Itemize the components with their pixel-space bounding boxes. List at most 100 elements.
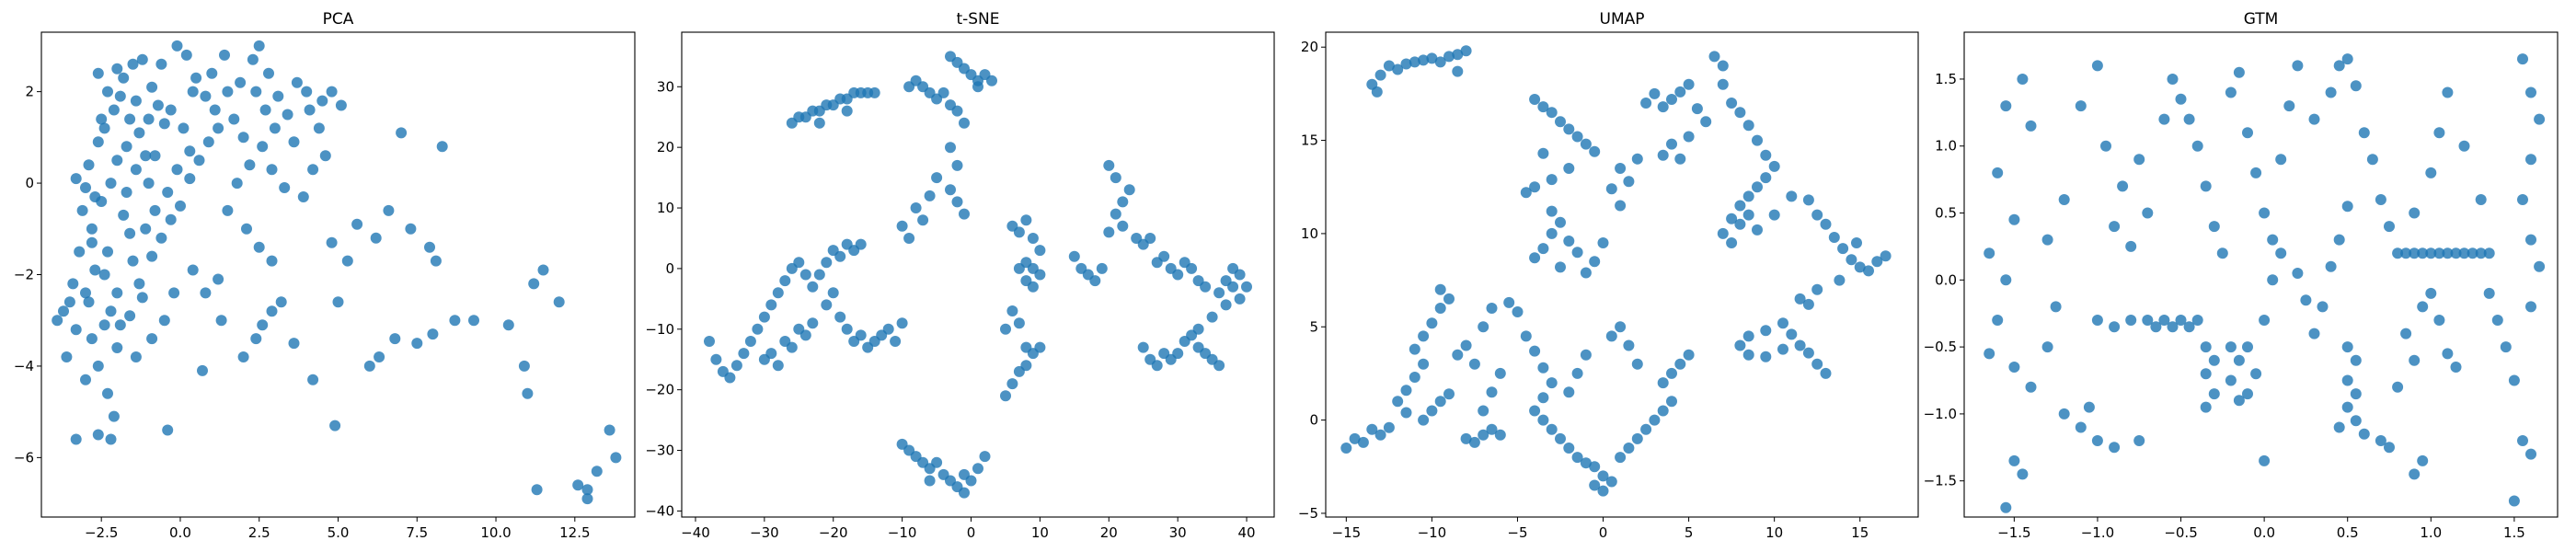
data-point [937, 86, 949, 98]
data-point [2525, 301, 2536, 313]
data-point [704, 336, 715, 347]
chart-title: GTM [2244, 10, 2279, 29]
data-point [1726, 98, 1738, 109]
data-point [2233, 354, 2245, 366]
data-point [1734, 339, 1746, 351]
data-point [553, 296, 565, 308]
data-point [155, 58, 167, 70]
data-point [1992, 315, 2004, 326]
data-point [951, 196, 963, 208]
data-point [114, 90, 126, 102]
y-tick-label: −10 [645, 321, 674, 338]
data-point [332, 296, 344, 308]
data-point [1418, 54, 1430, 66]
data-point [389, 333, 401, 345]
data-point [1623, 176, 1635, 188]
data-point [2333, 421, 2345, 433]
x-tick-label: −30 [750, 524, 779, 541]
data-point [1683, 78, 1695, 90]
data-point [1452, 49, 1464, 61]
data-point [2525, 154, 2536, 166]
data-point [2075, 100, 2087, 112]
data-point [1537, 101, 1549, 113]
data-point [2017, 468, 2029, 480]
data-point [2008, 213, 2020, 225]
x-tick-label: 7.5 [406, 524, 428, 541]
data-point [1006, 378, 1018, 390]
data-point [1486, 386, 1498, 398]
data-point [1597, 470, 1609, 482]
x-tick-label: −15 [1332, 524, 1362, 541]
data-point [1103, 159, 1115, 171]
y-tick-label: 10 [1301, 225, 1318, 242]
data-point [1752, 181, 1763, 193]
data-point [2250, 167, 2262, 178]
data-point [1734, 218, 1746, 230]
data-point [92, 429, 104, 441]
data-point [133, 127, 145, 139]
data-point [1657, 377, 1669, 389]
data-point [2167, 321, 2179, 333]
data-point [2100, 140, 2111, 152]
data-point [1589, 461, 1601, 473]
data-point [2425, 247, 2437, 259]
data-point [136, 53, 148, 65]
data-point [917, 214, 929, 226]
data-point [200, 90, 212, 102]
scatter-points [1984, 53, 2546, 513]
x-tick-label: 0 [967, 524, 976, 541]
data-point [1580, 138, 1592, 150]
data-point [1234, 293, 1246, 305]
data-point [130, 351, 142, 362]
data-point [1837, 243, 1849, 255]
y-tick-label: −1.5 [1924, 473, 1957, 489]
data-point [1674, 153, 1686, 165]
data-point [2458, 247, 2470, 259]
data-point [1374, 429, 1386, 441]
data-point [972, 463, 983, 475]
data-point [1717, 60, 1729, 72]
data-point [807, 281, 819, 293]
data-point [2300, 294, 2312, 306]
data-point [149, 204, 161, 216]
data-point [924, 190, 936, 201]
data-point [1834, 274, 1846, 286]
data-point [92, 136, 104, 148]
data-point [1734, 200, 1746, 212]
data-point [610, 452, 622, 464]
data-point [1984, 247, 1995, 259]
data-point [2259, 315, 2271, 326]
data-point [257, 319, 269, 331]
data-point [1494, 429, 1506, 441]
data-point [1674, 86, 1686, 98]
data-point [896, 220, 908, 232]
data-point [162, 187, 174, 198]
data-point [263, 67, 274, 79]
data-point [1172, 269, 1184, 281]
chart-title: t-SNE [956, 10, 999, 29]
data-point [959, 487, 970, 499]
data-point [326, 236, 338, 248]
data-point [2392, 247, 2404, 259]
x-tick-label: 10.0 [480, 524, 511, 541]
data-point [1555, 216, 1566, 228]
data-point [1794, 293, 1806, 305]
data-point [158, 118, 170, 130]
data-point [219, 49, 230, 61]
y-tick-label: −2 [14, 267, 34, 283]
data-point [2225, 374, 2237, 386]
y-tick-label: −0.5 [1924, 339, 1957, 355]
data-point [2333, 60, 2345, 72]
data-point [1144, 233, 1156, 244]
data-point [2191, 140, 2203, 152]
data-point [1615, 163, 1627, 174]
data-point [522, 387, 534, 399]
data-point [730, 360, 742, 372]
data-point [175, 200, 186, 212]
data-point [1631, 432, 1643, 444]
data-point [363, 360, 375, 372]
data-point [427, 328, 439, 340]
data-point [96, 196, 108, 207]
data-point [2133, 154, 2145, 166]
data-point [786, 341, 798, 353]
